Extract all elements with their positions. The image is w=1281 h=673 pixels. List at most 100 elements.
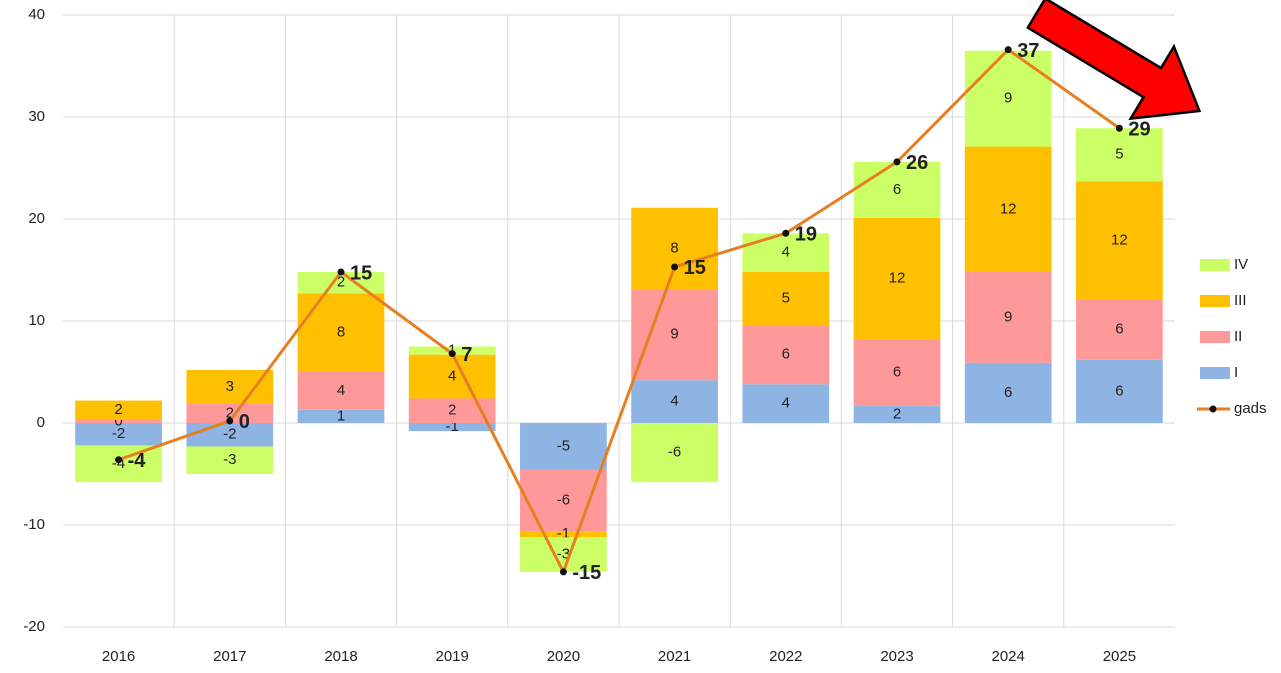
line-label: -15 — [572, 562, 601, 584]
bar-label: 8 — [337, 324, 345, 341]
bar-segment — [742, 325, 830, 385]
bar-label: 6 — [1004, 384, 1012, 401]
line-point — [1004, 46, 1012, 54]
bar-segment — [631, 207, 718, 290]
bar-segment — [297, 409, 385, 423]
bar-label: 12 — [1000, 200, 1017, 217]
bar-segment — [1076, 128, 1163, 182]
bar-segment — [853, 339, 941, 406]
bar-segment — [75, 445, 162, 483]
bar-segment — [742, 384, 830, 423]
bar-label: 4 — [448, 368, 456, 385]
bar-label: 6 — [893, 181, 901, 198]
bar-segment — [964, 146, 1052, 273]
legend-swatch — [1200, 367, 1230, 379]
bar-segment — [75, 400, 162, 420]
bar-label: 9 — [1004, 308, 1012, 325]
bar-label: 9 — [1004, 90, 1012, 107]
bar-segment — [631, 423, 718, 483]
bar-segment — [964, 272, 1052, 363]
bar-segment — [75, 423, 162, 446]
bar-label: -2 — [223, 426, 236, 443]
legend-label: gads — [1234, 400, 1267, 417]
y-tick-label: -20 — [23, 618, 45, 635]
bar-label: 8 — [670, 240, 678, 257]
bar-segment — [964, 362, 1052, 423]
bar-label: 4 — [670, 393, 678, 410]
trend-arrow — [1026, 0, 1202, 121]
x-tick-label: 2020 — [547, 648, 580, 665]
y-tick-label: 10 — [28, 312, 45, 329]
bar-label: 6 — [782, 346, 790, 363]
bar-label: 6 — [893, 363, 901, 380]
line-label: 15 — [684, 257, 706, 279]
bar-segment — [186, 403, 274, 423]
bar-label: 6 — [1115, 321, 1123, 338]
bar-label: 4 — [782, 395, 790, 412]
legend-swatch — [1200, 295, 1230, 307]
bar-segment — [631, 289, 718, 381]
x-tick-label: 2016 — [102, 648, 135, 665]
x-tick-label: 2025 — [1103, 648, 1136, 665]
line-label: 29 — [1128, 119, 1150, 141]
bar-segment — [853, 161, 941, 218]
y-tick-label: -10 — [23, 516, 45, 533]
bar-segment — [853, 405, 941, 423]
bar-segment — [186, 369, 274, 404]
bar-segment — [297, 293, 385, 372]
line-point — [115, 456, 123, 464]
line-point — [1115, 124, 1123, 132]
x-tick-label: 2022 — [769, 648, 802, 665]
bar-label: -6 — [557, 491, 570, 508]
bar-label: 1 — [448, 342, 456, 359]
line-label: 37 — [1017, 40, 1039, 62]
bar-segment — [1076, 359, 1163, 423]
line-label: 19 — [795, 224, 817, 246]
bar-segment — [520, 531, 607, 538]
line-series — [118, 47, 1121, 576]
bar-label: 2 — [226, 404, 234, 421]
line-label: -4 — [128, 450, 147, 472]
line-point — [448, 350, 456, 358]
bar-segment — [408, 423, 496, 432]
bar-label: -3 — [223, 451, 236, 468]
line-point — [893, 158, 901, 166]
legend-label: III — [1234, 292, 1247, 309]
line-point — [559, 568, 567, 576]
bar-label: -2 — [112, 425, 125, 442]
bar-label: 3 — [226, 378, 234, 395]
bar-label: 4 — [337, 382, 345, 399]
bar-segment — [297, 372, 385, 410]
bar-segment — [186, 446, 274, 474]
bar-segment — [964, 50, 1052, 147]
bar-label: -6 — [668, 444, 681, 461]
bar-label: 1 — [337, 407, 345, 424]
bar-segment — [75, 419, 162, 423]
x-tick-label: 2019 — [436, 648, 469, 665]
y-tick-label: 0 — [37, 414, 45, 431]
legend-label: I — [1234, 364, 1238, 381]
line-point — [671, 263, 679, 271]
bar-segment — [631, 380, 718, 423]
line-label: 7 — [461, 344, 472, 366]
y-tick-label: 20 — [28, 210, 45, 227]
bar-label: 12 — [889, 270, 906, 287]
y-tick-label: 30 — [28, 108, 45, 125]
legend-label: IV — [1234, 256, 1248, 273]
line-label: 26 — [906, 152, 928, 174]
bar-label: 6 — [1115, 382, 1123, 399]
bar-label: 9 — [670, 326, 678, 343]
bar-segment — [1076, 299, 1163, 360]
bar-segment — [853, 217, 941, 340]
x-tick-label: 2023 — [880, 648, 913, 665]
bar-label: 2 — [893, 405, 901, 422]
bar-label: 4 — [782, 244, 790, 261]
bar-label: 2 — [114, 401, 122, 418]
bar-segment — [742, 272, 830, 326]
line-label: 15 — [350, 262, 372, 284]
line-label: 0 — [239, 411, 250, 433]
bar-segment — [742, 233, 830, 273]
x-tick-label: 2024 — [992, 648, 1025, 665]
line-point — [782, 229, 790, 237]
bar-label: 2 — [337, 274, 345, 291]
